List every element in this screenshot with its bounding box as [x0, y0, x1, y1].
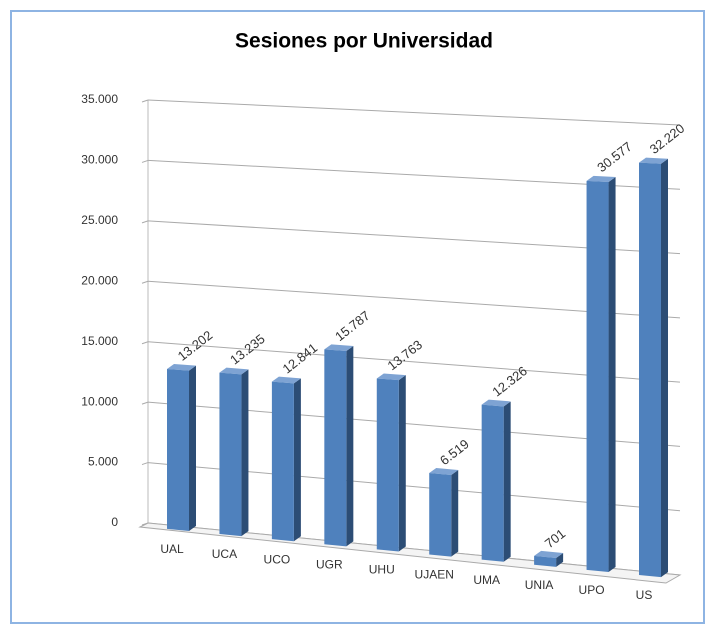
x-tick-label: UGR: [316, 557, 343, 571]
x-tick-label: UCO: [264, 552, 291, 566]
bar-side: [661, 158, 668, 578]
bar-side: [451, 469, 459, 557]
tick-mark: [141, 341, 149, 345]
bar-side: [398, 375, 406, 552]
x-tick-label: UMA: [473, 573, 500, 587]
bar-front: [429, 473, 452, 557]
bar-top: [429, 468, 459, 475]
y-tick-label: 30.000: [81, 153, 118, 167]
y-tick-label: 0: [111, 515, 118, 529]
bar: [271, 376, 301, 542]
bar: [167, 363, 196, 532]
tick-mark: [141, 220, 149, 224]
bar-front: [324, 349, 347, 547]
y-tick-label: 5.000: [88, 455, 118, 469]
x-tick-label: UJAEN: [415, 568, 454, 582]
x-tick-label: US: [636, 588, 653, 602]
y-tick-label: 20.000: [81, 273, 118, 287]
x-tick-label: UHU: [369, 563, 395, 577]
bar: [376, 373, 406, 552]
bar-front: [219, 372, 242, 537]
grid-line: [147, 99, 681, 126]
bar-front: [167, 368, 189, 532]
tick-mark: [141, 280, 149, 284]
bar: [219, 367, 249, 537]
bar: [639, 157, 668, 578]
bar: [586, 175, 616, 573]
bar-side: [293, 378, 301, 542]
bar-top: [271, 376, 301, 384]
bar-top: [639, 157, 668, 164]
bar: [534, 550, 564, 567]
x-tick-label: UNIA: [525, 578, 554, 592]
bar-top: [167, 363, 196, 371]
bar: [324, 344, 354, 547]
bar-side: [189, 365, 196, 532]
x-tick-label: UAL: [160, 542, 184, 556]
bar-side: [608, 177, 616, 573]
bar-side: [503, 401, 511, 562]
bar-side: [556, 553, 564, 567]
bar-side: [241, 369, 249, 537]
tick-mark: [141, 159, 149, 163]
bar-side: [346, 346, 354, 547]
x-tick-label: UPO: [579, 583, 605, 597]
bar-front: [639, 162, 661, 578]
bar-front: [586, 180, 609, 573]
chart-title: Sesiones por Universidad: [235, 30, 493, 53]
bar-top: [324, 344, 354, 352]
bar-top: [481, 399, 511, 407]
tick-mark: [141, 99, 149, 103]
bar: [429, 468, 459, 557]
bar-top: [376, 373, 406, 381]
tick-mark: [141, 401, 149, 405]
y-tick-label: 25.000: [81, 213, 118, 227]
tick-mark: [141, 462, 149, 466]
bar-front: [271, 381, 294, 542]
x-tick-label: UCA: [212, 547, 237, 561]
y-tick-label: 35.000: [81, 92, 118, 106]
bar: [481, 399, 511, 562]
y-tick-label: 15.000: [81, 334, 118, 348]
bar-front: [534, 555, 557, 567]
bar-top: [534, 550, 564, 559]
bar-front: [376, 378, 399, 552]
bar-top: [586, 175, 616, 183]
bar-front: [481, 404, 504, 562]
y-tick-label: 10.000: [81, 394, 118, 408]
bar-top: [219, 367, 249, 375]
